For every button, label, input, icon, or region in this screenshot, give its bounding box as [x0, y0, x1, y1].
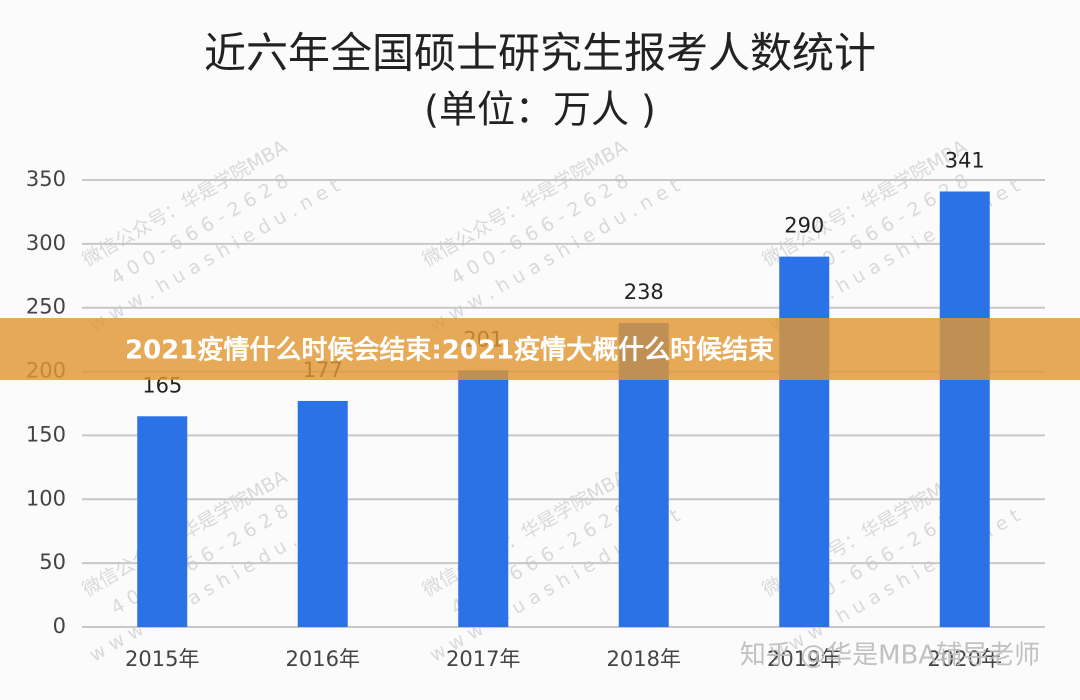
x-tick-label: 2019年	[767, 647, 841, 671]
x-tick-label: 2017年	[446, 647, 520, 671]
bar	[458, 370, 509, 627]
x-tick-label: 2020年	[928, 647, 1002, 671]
data-label: 238	[624, 280, 664, 304]
source-text: 知乎 @华是MBA辅导老师	[740, 641, 1040, 671]
data-label: 341	[945, 148, 985, 172]
bar	[779, 256, 830, 627]
y-tick-label: 50	[39, 550, 66, 574]
banner-text: 2021疫情什么时候会结束:2021疫情大概什么时候结束	[125, 335, 775, 366]
data-label: 290	[784, 214, 824, 238]
y-tick-label: 100	[26, 486, 66, 510]
y-tick-label: 150	[26, 422, 66, 446]
y-tick-label: 0	[53, 614, 66, 638]
banner-bg	[0, 318, 1080, 380]
y-tick-label: 250	[26, 295, 66, 319]
chart-subtitle: (单位：万人 )	[424, 88, 656, 132]
chart-title: 近六年全国硕士研究生报考人数统计	[204, 29, 876, 78]
bar	[939, 191, 990, 627]
x-tick-label: 2015年	[125, 647, 199, 671]
x-tick-label: 2018年	[607, 647, 681, 671]
x-tick-label: 2016年	[286, 647, 360, 671]
bar	[137, 416, 188, 627]
y-tick-label: 350	[26, 167, 66, 191]
bar	[297, 400, 348, 627]
y-tick-label: 300	[26, 231, 66, 255]
